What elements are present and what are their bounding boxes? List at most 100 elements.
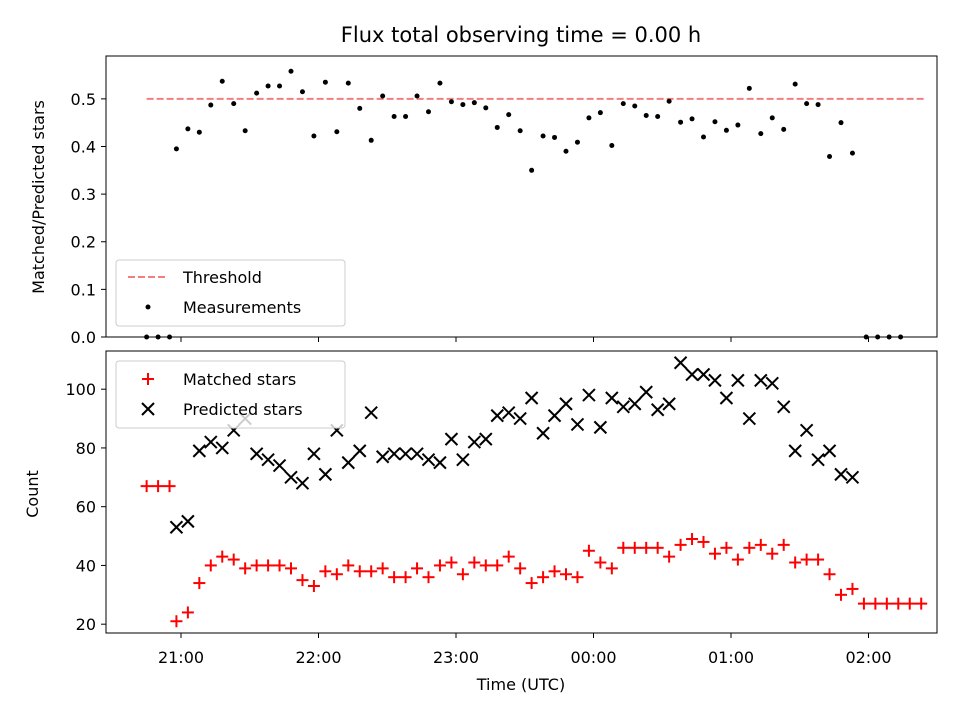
predicted-point [570, 417, 585, 432]
predicted-point [364, 405, 378, 420]
measurement-point [643, 113, 649, 119]
predicted-point [284, 470, 298, 485]
predicted-point [318, 467, 333, 482]
top-y-tick-label: 0.0 [71, 328, 96, 347]
matched-point [903, 597, 916, 610]
matched-point [239, 562, 252, 575]
matched-point [456, 568, 469, 581]
legend-threshold-label: Threshold [182, 268, 262, 287]
matched-point [548, 565, 561, 578]
measurement-point [746, 85, 752, 91]
predicted-point [433, 455, 447, 470]
measurement-point [471, 100, 477, 106]
x-tick-label: 21:00 [158, 648, 204, 667]
measurement-point [552, 134, 558, 140]
matched-point [789, 556, 802, 569]
matched-point [491, 559, 504, 572]
matched-point [193, 577, 206, 590]
matched-point [640, 541, 653, 554]
matched-point [163, 480, 176, 493]
measurement-point [483, 105, 489, 111]
predicted-point [777, 400, 791, 414]
top-y-tick-label: 0.3 [71, 185, 96, 204]
measurement-point [391, 113, 397, 119]
measurement-point [185, 126, 191, 132]
predicted-point [295, 476, 310, 490]
predicted-point [536, 426, 550, 440]
top-legend-box [115, 259, 346, 327]
predicted-point [765, 376, 779, 391]
measurement-point [277, 83, 283, 89]
measurement-point [368, 137, 374, 143]
measurement-point [586, 115, 592, 121]
matched-point [686, 533, 699, 545]
measurement-point [311, 133, 317, 139]
matched-point [628, 541, 641, 554]
measurement-point [804, 101, 810, 107]
matched-point [445, 556, 458, 569]
measurement-point [712, 119, 718, 125]
predicted-point [410, 447, 424, 461]
matched-point [353, 565, 366, 578]
predicted-point [513, 411, 527, 426]
matched-point [846, 582, 859, 595]
matched-point [422, 571, 435, 584]
matched-point [181, 606, 194, 619]
predicted-point [524, 391, 539, 405]
matched-point [296, 574, 309, 587]
predicted-point [696, 367, 711, 382]
measurement-point [437, 80, 443, 86]
measurement-point [265, 83, 271, 89]
bottom-y-tick-label: 100 [65, 380, 96, 399]
matched-point [376, 562, 389, 575]
measurement-point [632, 103, 638, 109]
predicted-point [822, 444, 837, 458]
predicted-point [502, 405, 516, 420]
bottom-y-tick-label: 80 [76, 439, 96, 458]
measurement-point [345, 80, 351, 86]
predicted-point [639, 385, 653, 399]
matched-point [227, 553, 240, 566]
predicted-point [547, 408, 562, 423]
measurement-point [208, 102, 214, 108]
predicted-point [421, 452, 436, 467]
measurement-point [334, 129, 340, 135]
measurement-point [815, 102, 821, 108]
predicted-point [628, 397, 642, 411]
predicted-point [353, 444, 367, 458]
matched-point [651, 541, 664, 554]
top-legend: Threshold Measurements [115, 259, 346, 327]
measurement-point [540, 133, 546, 139]
matched-point [777, 538, 790, 551]
legend-measurements-swatch [145, 304, 151, 310]
predicted-point [754, 373, 768, 388]
bottom-plot-frame [105, 350, 938, 634]
measurement-point [723, 127, 729, 133]
matched-point [594, 556, 607, 569]
predicted-point [490, 408, 504, 423]
predicted-point [444, 432, 459, 446]
measurement-point [254, 90, 260, 96]
predicted-point [708, 373, 722, 388]
legend-predicted-swatch [141, 402, 155, 416]
matched-point [560, 568, 572, 581]
matched-point [708, 547, 721, 560]
legend-matched-label: Matched stars [183, 370, 296, 389]
matched-point [307, 580, 320, 592]
measurement-point [414, 93, 420, 99]
matched-point [880, 597, 893, 610]
legend-matched-swatch [142, 373, 154, 385]
measurement-point [701, 134, 706, 140]
matched-point [365, 565, 378, 578]
matched-point [514, 562, 527, 575]
bottom-legend-box [115, 360, 346, 429]
legend-measurements-label: Measurements [183, 298, 301, 317]
predicted-point [685, 367, 699, 382]
matched-point [204, 559, 217, 572]
x-tick-label: 00:00 [570, 648, 616, 667]
x-tick-label: 23:00 [433, 648, 479, 667]
matched-point [731, 553, 744, 566]
measurement-point [231, 101, 237, 107]
matched-point [720, 541, 733, 554]
measurement-point [380, 93, 386, 99]
